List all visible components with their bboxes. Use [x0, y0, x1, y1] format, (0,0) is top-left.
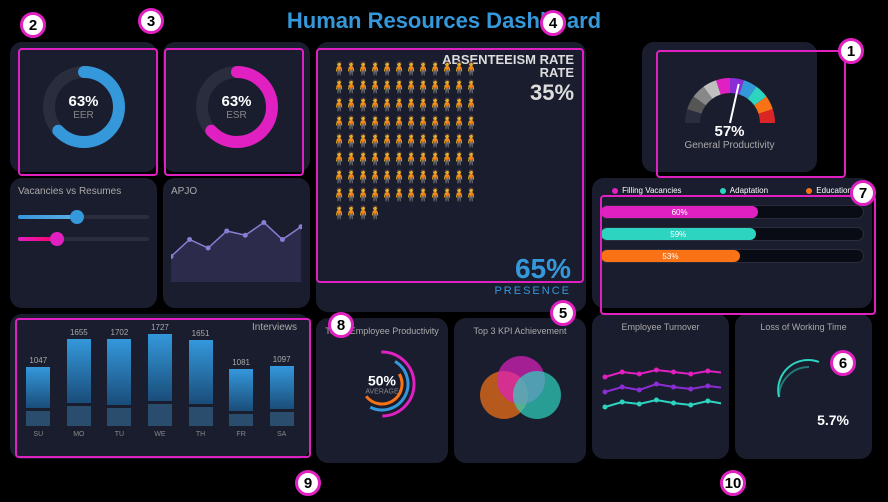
turnover-title: Employee Turnover	[600, 322, 721, 332]
venn-diagram	[475, 351, 565, 431]
vacancies-card: Vacancies vs Resumes	[10, 178, 157, 308]
top3-productivity-card: Top 3 Employee Productivity 50%AVERAGE	[316, 318, 448, 463]
annotation-5: 5	[550, 300, 576, 326]
top3-prod-value: 50%	[365, 373, 398, 389]
annotation-7: 7	[850, 180, 876, 206]
apjo-card: APJO	[163, 178, 310, 308]
turnover-card: Employee Turnover	[592, 314, 729, 459]
presence-label: PRESENCE	[494, 285, 571, 297]
annotation-4: 4	[540, 10, 566, 36]
annotation-9: 9	[295, 470, 321, 496]
annotation-8: 8	[328, 312, 354, 338]
top3-kpi-title: Top 3 KPI Achievement	[473, 326, 566, 336]
vacancies-slider-2[interactable]	[18, 237, 149, 241]
annotation-10: 10	[720, 470, 746, 496]
annotation-2: 2	[20, 12, 46, 38]
top3-kpi-card: Top 3 KPI Achievement	[454, 318, 586, 463]
annotation-3: 3	[138, 8, 164, 34]
apjo-title: APJO	[171, 186, 302, 197]
top3-prod-ring: 50%AVERAGE	[342, 344, 422, 424]
annotation-1: 1	[838, 38, 864, 64]
legend-item: Adaptation	[720, 186, 768, 195]
turnover-chart	[600, 337, 721, 437]
loss-card: Loss of Working Time 5.7%	[735, 314, 872, 459]
annotation-6: 6	[830, 350, 856, 376]
dashboard-title: Human Resources Dashboard	[0, 0, 888, 42]
top3-prod-label: AVERAGE	[365, 389, 398, 396]
legend-item: Filling Vacancies	[612, 186, 681, 195]
loss-title: Loss of Working Time	[760, 322, 846, 332]
apjo-chart	[171, 197, 302, 287]
loss-value: 5.7%	[817, 412, 849, 428]
legend-item: Education	[806, 186, 852, 195]
vacancies-title: Vacancies vs Resumes	[18, 186, 149, 197]
vacancies-slider-1[interactable]	[18, 215, 149, 219]
